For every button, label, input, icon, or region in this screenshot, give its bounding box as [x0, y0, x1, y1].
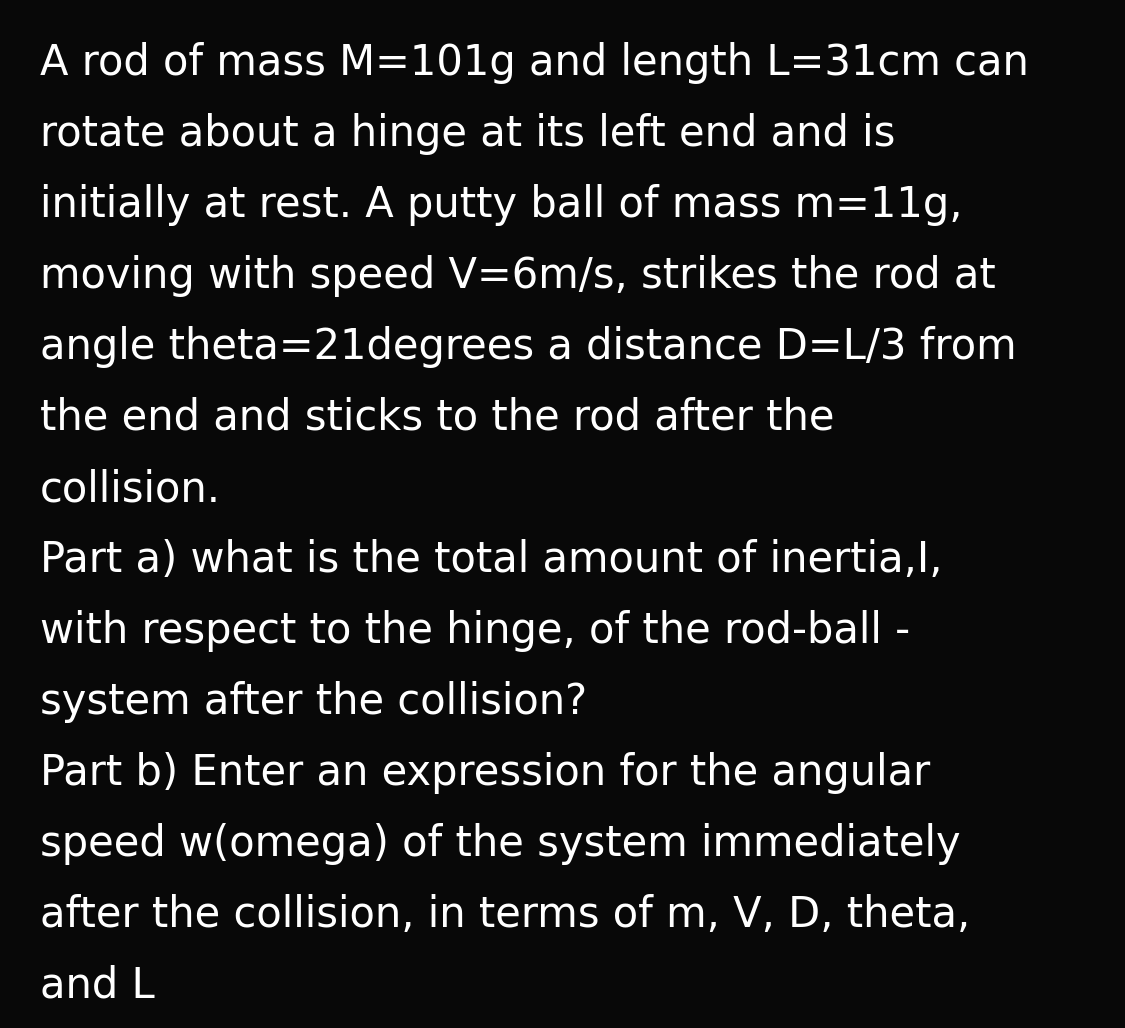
Text: the end and sticks to the rod after the: the end and sticks to the rod after the — [40, 397, 835, 439]
Text: Part a) what is the total amount of inertia,I,: Part a) what is the total amount of iner… — [40, 539, 943, 581]
Text: and L: and L — [40, 965, 155, 1007]
Text: initially at rest. A putty ball of mass m=11g,: initially at rest. A putty ball of mass … — [40, 184, 963, 226]
Text: speed w(omega) of the system immediately: speed w(omega) of the system immediately — [40, 823, 961, 865]
Text: rotate about a hinge at its left end and is: rotate about a hinge at its left end and… — [40, 113, 896, 155]
Text: system after the collision?: system after the collision? — [40, 681, 587, 723]
Text: angle theta=21degrees a distance D=L/3 from: angle theta=21degrees a distance D=L/3 f… — [40, 326, 1017, 368]
Text: after the collision, in terms of m, V, D, theta,: after the collision, in terms of m, V, D… — [40, 894, 970, 937]
Text: collision.: collision. — [40, 468, 220, 510]
Text: Part b) Enter an expression for the angular: Part b) Enter an expression for the angu… — [40, 752, 930, 794]
Text: A rod of mass M=101g and length L=31cm can: A rod of mass M=101g and length L=31cm c… — [40, 42, 1029, 84]
Text: moving with speed V=6m/s, strikes the rod at: moving with speed V=6m/s, strikes the ro… — [40, 255, 996, 297]
Text: with respect to the hinge, of the rod-ball -: with respect to the hinge, of the rod-ba… — [40, 610, 910, 652]
